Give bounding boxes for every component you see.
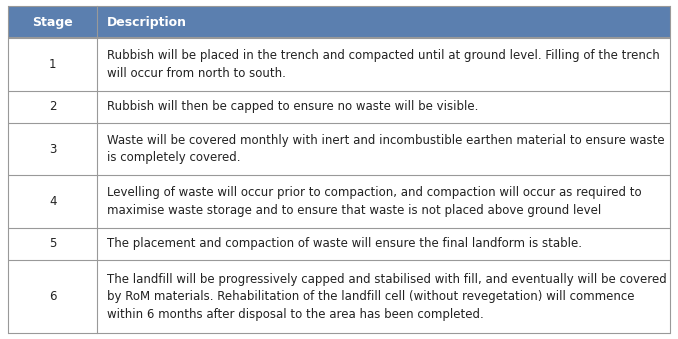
Bar bbox=[98, 123, 670, 175]
Text: Levelling of waste will occur prior to compaction, and compaction will occur as : Levelling of waste will occur prior to c… bbox=[107, 186, 642, 217]
Text: 3: 3 bbox=[49, 143, 56, 156]
Text: The landfill will be progressively capped and stabilised with fill, and eventual: The landfill will be progressively cappe… bbox=[107, 273, 667, 320]
Bar bbox=[8, 260, 98, 333]
Text: 6: 6 bbox=[49, 290, 56, 303]
Bar bbox=[8, 123, 98, 175]
Text: 1: 1 bbox=[49, 58, 56, 71]
Bar bbox=[8, 6, 98, 38]
Text: Description: Description bbox=[107, 16, 187, 28]
Text: Rubbish will be placed in the trench and compacted until at ground level. Fillin: Rubbish will be placed in the trench and… bbox=[107, 49, 660, 80]
Bar bbox=[8, 91, 98, 123]
Bar bbox=[98, 38, 670, 91]
Text: 5: 5 bbox=[49, 237, 56, 251]
Bar bbox=[8, 228, 98, 260]
Text: Waste will be covered monthly with inert and incombustible earthen material to e: Waste will be covered monthly with inert… bbox=[107, 134, 665, 164]
Bar bbox=[8, 175, 98, 228]
Text: Rubbish will then be capped to ensure no waste will be visible.: Rubbish will then be capped to ensure no… bbox=[107, 100, 479, 113]
Bar bbox=[8, 38, 98, 91]
Bar bbox=[98, 91, 670, 123]
Text: 4: 4 bbox=[49, 195, 56, 208]
Bar bbox=[98, 6, 670, 38]
Text: Stage: Stage bbox=[33, 16, 73, 28]
Bar bbox=[98, 260, 670, 333]
Bar bbox=[98, 175, 670, 228]
Text: 2: 2 bbox=[49, 100, 56, 113]
Bar bbox=[98, 228, 670, 260]
Text: The placement and compaction of waste will ensure the final landform is stable.: The placement and compaction of waste wi… bbox=[107, 237, 582, 251]
